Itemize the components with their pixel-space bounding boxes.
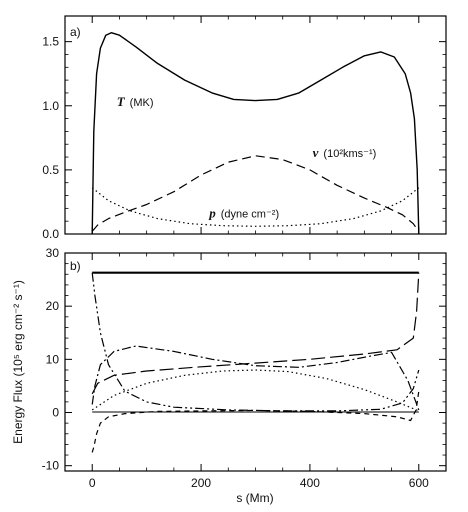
annotation-unit: (MK) bbox=[130, 97, 154, 109]
series-dash-dot-line bbox=[91, 345, 420, 411]
y-tick-label: 30 bbox=[46, 246, 60, 260]
series-short-dash-line bbox=[91, 391, 420, 453]
series-dotted-line bbox=[91, 187, 420, 227]
panel-b-frame bbox=[64, 252, 447, 472]
y-tick-label: 1.0 bbox=[42, 99, 59, 113]
panel-a-series bbox=[91, 32, 420, 235]
panel-b-series bbox=[91, 271, 420, 453]
y-tick-label: 0 bbox=[52, 406, 59, 420]
y-axis-label: Energy Flux (10⁵ erg cm⁻² s⁻¹) bbox=[11, 280, 25, 444]
annotation-label: v (10²kms⁻¹) bbox=[313, 145, 377, 160]
panel-a: 0.0 0.5 1.0 1.5 a) T (MK) v (10²kms⁻¹) p (dyne c… bbox=[42, 15, 447, 241]
series-dotted-line bbox=[91, 369, 420, 412]
y-tick-label: 10 bbox=[46, 352, 60, 366]
series-dashed-line bbox=[91, 155, 420, 232]
y-tick-label: 1.5 bbox=[42, 35, 59, 49]
x-axis-label: s (Mm) bbox=[236, 491, 273, 505]
annotation-label: T (MK) bbox=[117, 94, 154, 109]
panel-a-annotations: T (MK) v (10²kms⁻¹) p (dyne cm⁻²) bbox=[117, 94, 377, 221]
panel-a-frame bbox=[64, 15, 447, 235]
series-dash-dot-dot-line bbox=[91, 272, 420, 412]
x-tick-label: 0 bbox=[89, 476, 96, 490]
panel-a-ticks: 0.0 0.5 1.0 1.5 bbox=[42, 16, 447, 241]
panel-a-label: a) bbox=[70, 25, 81, 39]
series-long-dash-line bbox=[91, 272, 420, 395]
annotation-symbol: T bbox=[117, 94, 126, 109]
y-tick-label: 20 bbox=[46, 299, 60, 313]
y-tick-label: 0.0 bbox=[42, 227, 59, 241]
annotation-unit: (10²kms⁻¹) bbox=[323, 148, 376, 160]
annotation-label: p (dyne cm⁻²) bbox=[208, 205, 279, 220]
annotation-symbol: p bbox=[208, 205, 216, 220]
x-tick-label: 400 bbox=[300, 476, 320, 490]
panel-b-label: b) bbox=[70, 259, 81, 273]
y-tick-label: 0.5 bbox=[42, 163, 59, 177]
series-solid-line bbox=[91, 32, 420, 235]
annotation-unit: (dyne cm⁻²) bbox=[221, 208, 279, 220]
x-tick-label: 600 bbox=[409, 476, 429, 490]
annotation-symbol: v bbox=[313, 145, 319, 160]
x-tick-label: 200 bbox=[191, 476, 211, 490]
panel-b: -10 0 10 20 30 0 200 400 600 b) s (Mm) Energy Fl… bbox=[11, 246, 447, 505]
y-tick-label: -10 bbox=[42, 459, 60, 473]
panel-b-ticks: -10 0 10 20 30 0 200 400 600 bbox=[42, 246, 447, 490]
